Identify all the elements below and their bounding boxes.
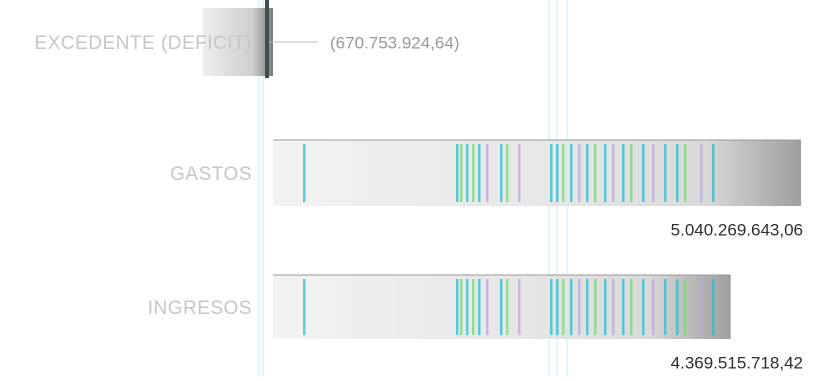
bar-stripe xyxy=(586,279,589,335)
bar-stripe xyxy=(664,144,667,202)
bar-stripe xyxy=(303,144,306,202)
bar xyxy=(273,140,801,206)
bar-stripe xyxy=(466,279,469,335)
bar-stripe xyxy=(622,144,625,202)
bar-stripe xyxy=(642,144,645,202)
bar-stripe xyxy=(630,279,633,335)
bar-stripe xyxy=(500,279,503,335)
bar-stripe xyxy=(303,279,306,335)
bar-stripe xyxy=(612,279,615,335)
bar-stripe xyxy=(550,279,553,335)
bar-stripe xyxy=(630,144,633,202)
bar-stripe xyxy=(604,279,607,335)
bar-stripe xyxy=(506,279,509,335)
scan-line xyxy=(258,0,260,376)
bar-stripe xyxy=(518,279,521,335)
bar-stripe xyxy=(456,144,459,202)
bar-stripe xyxy=(500,144,503,202)
bar-group: GASTOS 5.040.269.643,06 xyxy=(170,139,803,239)
bar-stripe xyxy=(562,279,565,335)
bar-stripe xyxy=(642,279,645,335)
bar-stripe xyxy=(486,279,489,335)
bar-stripe xyxy=(586,144,589,202)
bar-stripe xyxy=(604,144,607,202)
bar-stripe xyxy=(700,144,703,202)
bar-stripe xyxy=(466,144,469,202)
value-label: (670.753.924,64) xyxy=(330,33,460,52)
bar-stripe xyxy=(550,144,553,202)
bar-stripe xyxy=(478,144,481,202)
bar-stripe xyxy=(676,279,679,335)
bar-stripe xyxy=(594,144,597,202)
bar-stripe xyxy=(612,144,615,202)
bar-stripe xyxy=(676,144,679,202)
bar-stripe xyxy=(684,144,687,202)
value-label: 4.369.515.718,42 xyxy=(671,353,803,372)
bar-stripe xyxy=(570,279,573,335)
bar-stripe xyxy=(506,144,509,202)
bar-stripe xyxy=(460,279,463,335)
bar-stripe xyxy=(712,279,715,335)
bar-edge xyxy=(265,0,269,78)
bar-stripe xyxy=(578,279,581,335)
bar-stripe xyxy=(562,144,565,202)
bar-stripe xyxy=(556,279,559,335)
bar-stripe xyxy=(594,279,597,335)
bar xyxy=(202,8,273,76)
bar-stripe xyxy=(652,144,655,202)
category-label: INGRESOS xyxy=(148,298,252,319)
bar-stripe xyxy=(486,144,489,202)
value-label: 5.040.269.643,06 xyxy=(671,220,803,239)
bar-stripe xyxy=(478,279,481,335)
bar-stripe xyxy=(652,279,655,335)
bar-stripe xyxy=(472,144,475,202)
category-label: GASTOS xyxy=(170,164,252,185)
bar-stripe xyxy=(456,279,459,335)
category-label: EXCEDENTE (DEFICIT) xyxy=(35,33,252,54)
bar-stripe xyxy=(622,279,625,335)
bar-stripe xyxy=(556,144,559,202)
bar-stripe xyxy=(684,279,687,335)
bar-stripe xyxy=(460,144,463,202)
bar-stripe xyxy=(472,279,475,335)
bar-stripe xyxy=(712,144,715,202)
bar-group: EXCEDENTE (DEFICIT) (670.753.924,64) xyxy=(35,0,460,78)
bar-stripe xyxy=(664,279,667,335)
scan-line xyxy=(262,0,264,376)
bar-stripe xyxy=(700,279,703,335)
bar-stripe xyxy=(518,144,521,202)
bar-group: INGRESOS 4.369.515.718,42 xyxy=(148,274,803,372)
bar-stripe xyxy=(570,144,573,202)
bar-stripe xyxy=(578,144,581,202)
